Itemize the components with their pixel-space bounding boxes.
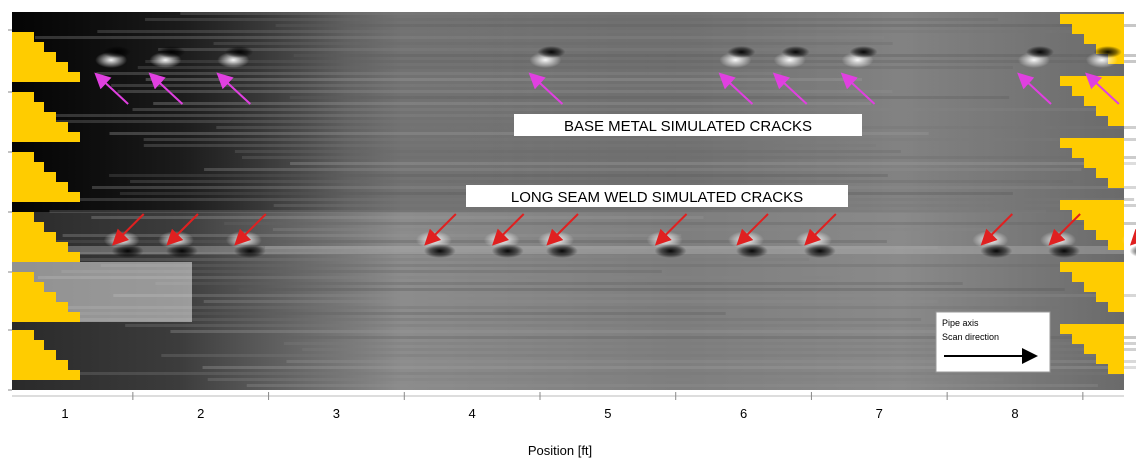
- x-axis-label: Position [ft]: [528, 443, 592, 458]
- weld-crack-9: [804, 244, 836, 258]
- base-metal-label-box: BASE METAL SIMULATED CRACKS: [514, 114, 862, 136]
- weld-label: LONG SEAM WELD SIMULATED CRACKS: [511, 189, 803, 206]
- base-crack-3: [225, 46, 253, 58]
- x-tick-label-2: 2: [197, 406, 204, 421]
- y-axis-ticks: [8, 30, 12, 390]
- x-axis: 1 2 3 4 5 6 7 8 Position [ft]: [12, 392, 1124, 458]
- x-tick-label-4: 4: [469, 406, 476, 421]
- scan-legend: Pipe axis Scan direction: [936, 312, 1050, 372]
- weld-crack-8: [736, 244, 768, 258]
- base-crack-7: [850, 46, 878, 58]
- weld-crack-2: [166, 244, 198, 258]
- x-tick-label-8: 8: [1011, 406, 1018, 421]
- base-crack-5: [727, 46, 755, 58]
- legend-line-2: Scan direction: [942, 332, 999, 342]
- weld-crack-4: [424, 244, 456, 258]
- base-crack-1: [103, 46, 131, 58]
- x-tick-label-5: 5: [604, 406, 611, 421]
- base-metal-label: BASE METAL SIMULATED CRACKS: [564, 118, 812, 135]
- x-tick-label-7: 7: [876, 406, 883, 421]
- weld-crack-1: [112, 244, 144, 258]
- base-crack-8: [1026, 46, 1054, 58]
- weld-crack-10: [980, 244, 1012, 258]
- weld-crack-7: [655, 244, 687, 258]
- x-tick-label-6: 6: [740, 406, 747, 421]
- x-tick-label-3: 3: [333, 406, 340, 421]
- base-crack-6: [782, 46, 810, 58]
- weld-crack-3: [234, 244, 266, 258]
- base-crack-2: [157, 46, 185, 58]
- base-crack-9: [1094, 46, 1122, 58]
- weld-crack-5: [492, 244, 524, 258]
- weld-crack-11: [1048, 244, 1080, 258]
- base-crack-4: [537, 46, 565, 58]
- x-tick-label-1: 1: [61, 406, 68, 421]
- weld-label-box: LONG SEAM WELD SIMULATED CRACKS: [466, 185, 848, 207]
- legend-line-1: Pipe axis: [942, 318, 979, 328]
- weld-crack-6: [546, 244, 578, 258]
